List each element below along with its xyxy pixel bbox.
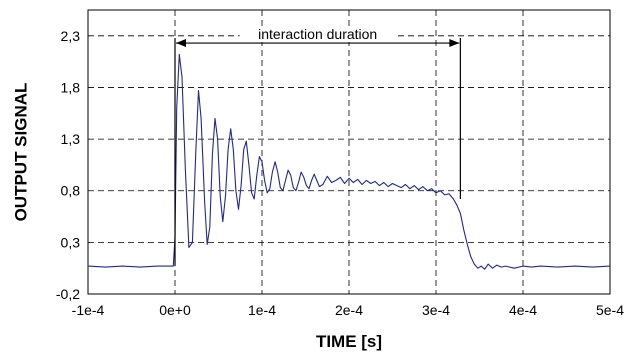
series-layer bbox=[87, 53, 611, 270]
x-tick-label: 4e-4 bbox=[509, 302, 537, 318]
annotation-label-background bbox=[239, 26, 396, 43]
duration-arrowhead-left bbox=[176, 39, 186, 48]
x-axis-title: TIME [s] bbox=[316, 332, 382, 351]
axis-tick-labels: -0,2 0,3 0,8 1,3 1,8 2,3 -1e-4 0e+0 1e-4 2e-4 3e-4… bbox=[56, 28, 624, 318]
x-tick-label: 5e-4 bbox=[596, 302, 624, 318]
x-tick-label: 2e-4 bbox=[335, 302, 363, 318]
x-tick-label: 0e+0 bbox=[159, 302, 191, 318]
annotation-layer: interaction duration bbox=[174, 26, 461, 267]
y-tick-label: 0,3 bbox=[61, 234, 81, 250]
plot-area-frame bbox=[87, 9, 611, 295]
y-tick-label: -0,2 bbox=[56, 286, 80, 302]
series-line bbox=[87, 53, 611, 270]
y-axis-title: OUTPUT SIGNAL bbox=[11, 83, 30, 222]
y-tick-label: 0,8 bbox=[61, 183, 81, 199]
annotation-label: interaction duration bbox=[258, 26, 377, 42]
x-tick-label: -1e-4 bbox=[72, 302, 105, 318]
duration-arrowhead-right bbox=[449, 39, 460, 48]
y-tick-label: 2,3 bbox=[61, 28, 81, 44]
x-tick-label: 3e-4 bbox=[422, 302, 450, 318]
x-tick-label: 1e-4 bbox=[248, 302, 276, 318]
y-tick-label: 1,8 bbox=[61, 79, 81, 95]
y-tick-label: 1,3 bbox=[61, 131, 81, 147]
